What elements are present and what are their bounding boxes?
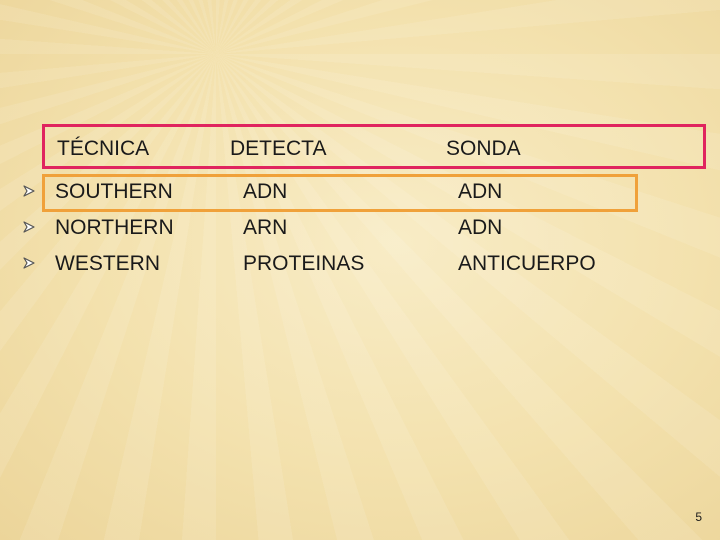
page-number: 5	[695, 510, 702, 524]
cell-tecnica-western: WESTERN	[55, 252, 160, 275]
arrow-bullet-icon	[23, 257, 35, 269]
cell-detecta-western: PROTEINAS	[243, 252, 365, 275]
header-highlight-box	[42, 124, 706, 169]
cell-tecnica-southern: SOUTHERN	[55, 180, 173, 203]
header-tecnica: TÉCNICA	[57, 137, 150, 160]
header-detecta: DETECTA	[230, 137, 327, 160]
arrow-bullet-icon	[23, 221, 35, 233]
cell-sonda-northern: ADN	[458, 216, 503, 239]
row-highlight-box	[42, 174, 638, 212]
cell-sonda-western: ANTICUERPO	[458, 252, 596, 275]
header-sonda: SONDA	[446, 137, 521, 160]
cell-sonda-southern: ADN	[458, 180, 503, 203]
cell-tecnica-northern: NORTHERN	[55, 216, 174, 239]
arrow-bullet-icon	[23, 185, 35, 197]
cell-detecta-southern: ADN	[243, 180, 288, 203]
cell-detecta-northern: ARN	[243, 216, 288, 239]
